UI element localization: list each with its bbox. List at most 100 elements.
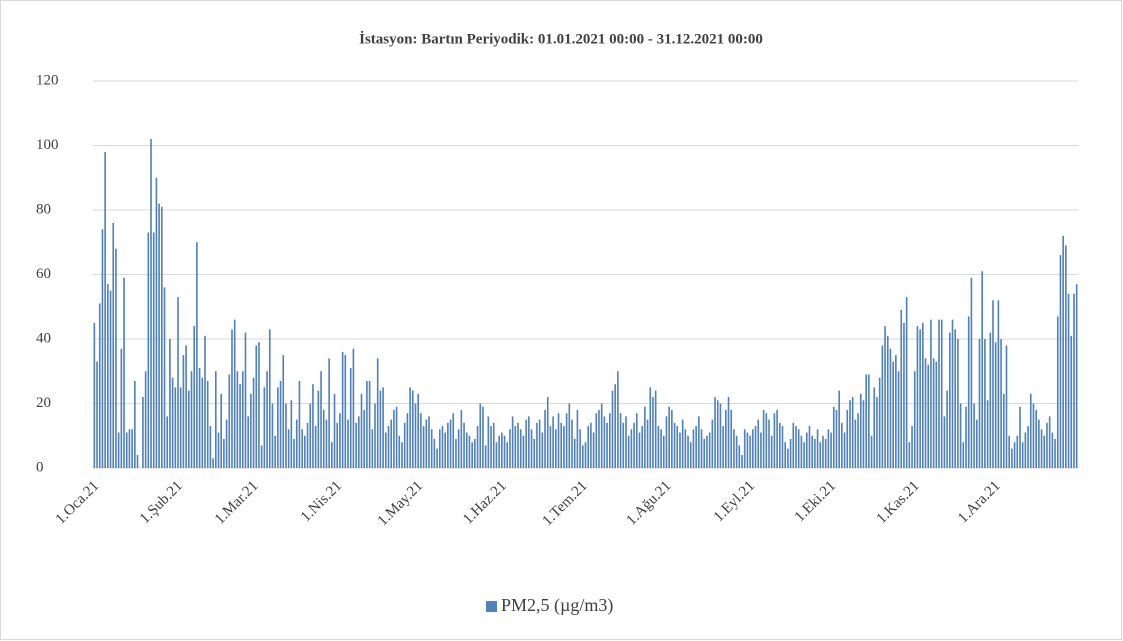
bar <box>895 355 897 468</box>
bar <box>142 397 144 468</box>
bar <box>225 419 228 468</box>
bar <box>182 355 185 468</box>
bar <box>117 432 120 468</box>
bar <box>347 419 349 468</box>
bar <box>1075 284 1078 468</box>
bar <box>223 438 225 468</box>
bar <box>174 387 177 468</box>
bar <box>668 406 670 468</box>
bar <box>422 426 425 468</box>
bar <box>322 409 325 468</box>
bar <box>814 438 816 468</box>
bar <box>109 290 112 468</box>
bar <box>843 432 846 468</box>
bar <box>441 426 444 468</box>
bar <box>179 387 182 468</box>
bar <box>563 426 565 468</box>
bar <box>749 435 751 468</box>
bar <box>476 426 479 468</box>
bar <box>171 377 174 468</box>
bar <box>733 429 735 468</box>
bar <box>706 435 708 468</box>
bar <box>579 429 581 468</box>
bar <box>940 319 943 468</box>
bar <box>741 455 743 468</box>
y-tick-label: 20 <box>36 395 51 411</box>
bar <box>773 413 776 468</box>
bar <box>298 380 301 468</box>
bar <box>1054 438 1056 468</box>
bar <box>204 335 206 468</box>
bar <box>859 393 862 468</box>
bar <box>1019 406 1021 468</box>
bar <box>900 309 903 468</box>
bar <box>244 332 247 468</box>
bar <box>96 361 98 468</box>
bar <box>908 442 911 468</box>
chart-title: İstasyon: Bartın Periyodik: 01.01.2021 0… <box>359 30 763 47</box>
bar <box>552 416 554 468</box>
bar <box>897 371 900 468</box>
bar <box>819 442 822 468</box>
bar <box>1021 442 1024 468</box>
bar <box>930 319 932 468</box>
y-tick-label: 120 <box>36 72 59 88</box>
bar <box>654 390 657 468</box>
bar <box>830 432 832 468</box>
bar <box>484 445 487 468</box>
bar <box>571 419 573 468</box>
bar <box>662 435 665 468</box>
bar <box>390 419 393 468</box>
bar <box>776 409 778 468</box>
bar <box>255 345 258 468</box>
bar <box>125 432 128 468</box>
bar <box>1048 416 1051 468</box>
bar <box>185 345 187 468</box>
bar <box>938 319 940 468</box>
bar <box>239 384 241 468</box>
bar <box>112 222 115 468</box>
bar <box>282 355 285 468</box>
bar <box>436 448 438 468</box>
bar <box>606 422 608 468</box>
bar <box>600 403 603 468</box>
bar <box>743 429 746 468</box>
bar <box>768 419 770 468</box>
bar <box>374 403 376 468</box>
bar <box>622 422 625 468</box>
bar <box>403 422 406 468</box>
bar <box>695 426 697 468</box>
bar <box>382 387 384 468</box>
bar <box>832 406 835 468</box>
bar <box>304 435 306 468</box>
bar <box>285 403 287 468</box>
bar <box>973 403 975 468</box>
bar <box>341 351 344 468</box>
bar <box>795 426 797 468</box>
bar <box>287 429 290 468</box>
bar <box>544 409 546 468</box>
bar <box>608 413 611 468</box>
bar <box>465 432 468 468</box>
y-tick-label: 40 <box>36 330 51 346</box>
bar <box>93 322 96 468</box>
bar <box>687 435 689 468</box>
bar <box>787 448 789 468</box>
y-tick-label: 80 <box>36 201 51 217</box>
bar <box>541 432 544 468</box>
bar <box>490 426 492 468</box>
bar <box>131 429 133 468</box>
bar <box>986 400 989 468</box>
bar <box>379 390 382 468</box>
bar <box>992 300 994 468</box>
bar <box>409 387 411 468</box>
bar <box>328 358 330 468</box>
bar <box>1040 429 1043 468</box>
bar <box>681 419 684 468</box>
bar <box>525 419 527 468</box>
bar <box>619 413 622 468</box>
bar <box>849 400 851 468</box>
bar <box>797 429 800 468</box>
bar <box>792 422 795 468</box>
